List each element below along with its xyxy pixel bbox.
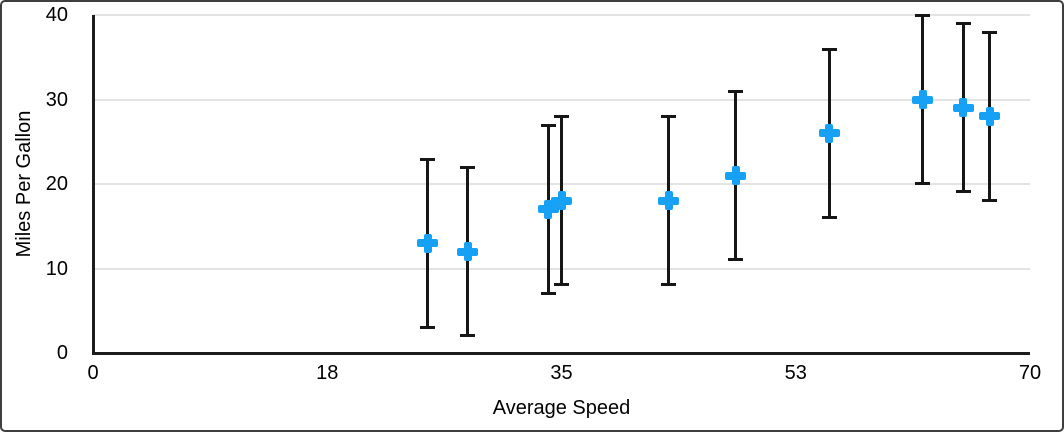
y-tick-label: 40 — [45, 4, 68, 26]
error-bar-cap-top — [821, 47, 837, 51]
y-tick-label: 20 — [45, 173, 68, 195]
plus-marker[interactable] — [918, 90, 927, 109]
error-bar-cap-top — [460, 166, 476, 170]
error-bar-cap-top — [728, 90, 743, 94]
y-tick-label: 0 — [56, 342, 68, 364]
y-axis-line — [91, 15, 95, 353]
x-tick-label: 0 — [87, 362, 99, 384]
error-bar-cap-top — [554, 115, 569, 119]
error-bar-cap-top — [661, 115, 677, 119]
y-tick-label: 30 — [45, 88, 68, 111]
plus-marker[interactable] — [544, 199, 553, 219]
error-bar-cap-bottom — [982, 198, 998, 202]
x-axis-title: Average Speed — [492, 397, 631, 419]
x-tick-label: 18 — [316, 362, 339, 384]
x-tick-label: 53 — [784, 362, 807, 384]
error-bar-cap-bottom — [728, 258, 743, 262]
x-tick-label: 35 — [550, 362, 573, 384]
y-tick-label: 10 — [45, 257, 68, 280]
error-bar-cap-bottom — [661, 283, 677, 287]
error-bar-cap-bottom — [420, 325, 436, 329]
x-axis-line — [91, 351, 1030, 355]
x-tick-label: 70 — [1018, 362, 1042, 384]
plus-marker[interactable] — [423, 233, 432, 253]
plus-marker[interactable] — [731, 166, 740, 186]
error-bar-cap-top — [982, 30, 998, 34]
plus-marker[interactable] — [463, 242, 472, 262]
plus-marker[interactable] — [985, 106, 994, 126]
plus-marker[interactable] — [959, 98, 968, 118]
error-bar-cap-top — [420, 157, 436, 161]
plus-marker[interactable] — [557, 191, 566, 211]
error-bar-cap-top — [955, 22, 971, 26]
error-bar-cap-top — [540, 123, 556, 127]
y-gridline — [93, 14, 1030, 16]
plus-marker[interactable] — [825, 123, 834, 143]
y-gridline — [93, 183, 1030, 185]
y-gridline — [93, 98, 1030, 101]
error-bar-cap-bottom — [821, 215, 837, 219]
error-bar-cap-bottom — [460, 334, 476, 338]
error-bar-cap-bottom — [540, 291, 556, 295]
plus-marker[interactable] — [664, 191, 673, 211]
error-bar-cap-bottom — [955, 190, 971, 194]
y-gridline — [93, 267, 1030, 270]
error-bar-cap-bottom — [554, 283, 569, 287]
